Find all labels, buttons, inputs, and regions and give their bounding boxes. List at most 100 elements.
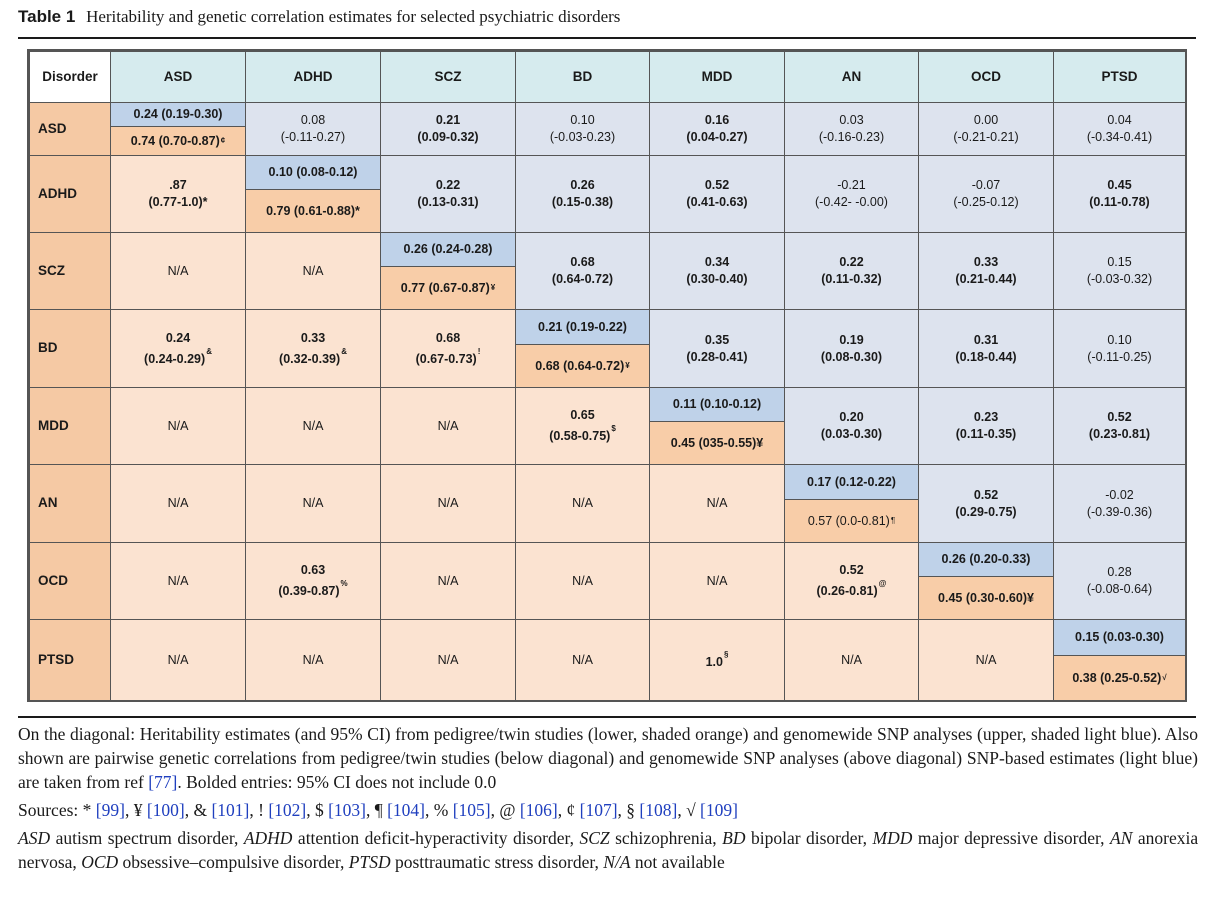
ci-line: (-0.08-0.64) (1087, 581, 1152, 598)
ci-value: (-0.21-0.21) (953, 130, 1019, 144)
estimate-value: N/A (706, 496, 728, 511)
ref-link[interactable]: [108] (639, 800, 678, 820)
estimate-value: N/A (302, 263, 324, 278)
twin-correlation-cell: N/A (918, 619, 1054, 700)
twin-correlation-cell: N/A (245, 232, 381, 310)
estimate-line: N/A (438, 573, 459, 590)
estimate-line: N/A (303, 263, 324, 280)
ref-link[interactable]: [106] (519, 800, 558, 820)
abbreviation-definition: bipolar disorder, (750, 828, 868, 848)
ref-link[interactable]: [109] (700, 800, 738, 820)
snp-correlation-cell: 0.22 (0.13-0.31) (380, 155, 516, 233)
abbreviation: OCD (81, 852, 119, 872)
abbreviation: PTSD (348, 852, 391, 872)
estimate-value: 0.26 (570, 178, 595, 193)
estimate-line: -0.21 (837, 177, 866, 194)
twin-value: 0.68 (0.64-0.72) (535, 358, 625, 373)
ref-link[interactable]: [99] (95, 800, 125, 820)
ref-link[interactable]: [101] (211, 800, 250, 820)
estimate-line: 0.00 (974, 112, 998, 129)
ref-link[interactable]: [104] (387, 800, 425, 820)
estimate-line: N/A (841, 652, 862, 669)
twin-correlation-cell: N/A (245, 464, 381, 543)
footnote-mark: ! (477, 346, 481, 356)
row-header-an: AN (29, 464, 111, 543)
ci-value: (-0.03-0.32) (1086, 272, 1153, 286)
estimate-value: 0.19 (839, 332, 864, 347)
ref-link[interactable]: [77] (148, 772, 178, 792)
twin-heritability: 0.57 (0.0-0.81) ¶ (785, 499, 918, 542)
estimate-value: 0.52 (973, 487, 999, 502)
snp-correlation-cell: -0.21 (-0.42- -0.00) (784, 155, 919, 233)
source-symbol: @ (499, 800, 516, 820)
ci-value: (0.11-0.35) (955, 427, 1017, 441)
ci-value: (0.21-0.44) (955, 272, 1017, 286)
footnote-sup: & (341, 347, 347, 356)
source-symbol: % (433, 800, 449, 820)
estimate-line: 0.15 (1107, 254, 1131, 271)
ref-link[interactable]: [107] (579, 800, 618, 820)
estimate-value: 0.35 (704, 332, 730, 347)
heritability-cell: 0.15 (0.03-0.30) 0.38 (0.25-0.52) √ (1053, 619, 1185, 700)
estimate-value: N/A (572, 652, 593, 667)
snp-correlation-cell: 0.04 (-0.34-0.41) (1053, 102, 1185, 156)
table-label: Table 1 (18, 7, 76, 26)
estimate-line: 0.22 (839, 254, 863, 271)
ref-link[interactable]: [103] (328, 800, 367, 820)
twin-correlation-cell: 0.24 (0.24-0.29)& (110, 309, 246, 388)
abbreviation-definition: major depressive disorder, (917, 828, 1105, 848)
ci-line: (0.13-0.31) (417, 194, 478, 211)
ci-value: (0.24-0.29) (144, 351, 206, 366)
source-symbol: ¶ (374, 800, 383, 820)
estimate-value: 0.00 (973, 113, 999, 128)
ci-line: (0.04-0.27) (686, 129, 747, 146)
twin-correlation-cell: 0.63 (0.39-0.87)% (245, 542, 381, 620)
estimate-line: 0.33 (974, 254, 998, 271)
ci-line: (0.23-0.81) (1089, 426, 1150, 443)
estimate-line: 0.23 (974, 409, 998, 426)
estimate-value: -0.02 (1105, 487, 1134, 502)
twin-value: 0.45 (0.30-0.60)¥ (938, 590, 1034, 605)
estimate-value: N/A (437, 418, 459, 433)
ci-value: (0.08-0.30) (820, 349, 883, 364)
ci-line: (0.18-0.44) (955, 349, 1016, 366)
footnote-mark: $ (611, 424, 616, 433)
estimate-line: N/A (572, 652, 593, 669)
source-symbol: $ (314, 800, 324, 820)
twin-correlation-cell: N/A (245, 387, 381, 465)
estimate-line: 0.63 (301, 562, 325, 579)
ci-value: (0.32-0.39) (279, 351, 341, 366)
estimate-line: N/A (303, 652, 324, 669)
snp-heritability: 0.11 (0.10-0.12) (650, 388, 784, 423)
footnote-sup: $ (611, 424, 615, 433)
twin-correlation-cell: N/A (515, 542, 650, 620)
snp-correlation-cell: 0.52 (0.23-0.81) (1053, 387, 1185, 465)
estimate-line: 0.65 (570, 407, 594, 424)
ci-value: (0.67-0.73) (415, 351, 477, 366)
twin-value: 0.79 (0.61-0.88)* (266, 203, 360, 218)
column-header-ptsd: PTSD (1053, 51, 1185, 103)
snp-correlation-cell: 0.26 (0.15-0.38) (515, 155, 650, 233)
ref-link[interactable]: [105] (452, 800, 491, 820)
ci-line: (0.64-0.72) (552, 271, 613, 288)
footnote-sup: √ (1162, 673, 1166, 684)
estimate-line: 0.10 (1107, 332, 1131, 349)
estimate-line: N/A (438, 495, 459, 512)
ci-line: (0.21-0.44) (955, 271, 1016, 288)
source-symbol: ! (258, 800, 264, 820)
ci-line: (0.15-0.38) (552, 194, 613, 211)
ci-value: (0.18-0.44) (955, 349, 1017, 364)
ci-value: (0.11-0.78) (1089, 195, 1150, 209)
snp-correlation-cell: 0.35 (0.28-0.41) (649, 309, 785, 388)
estimate-value: 0.28 (1107, 565, 1132, 580)
bottom-rule (18, 716, 1196, 718)
estimate-value: 0.33 (300, 330, 326, 345)
estimate-value: 0.22 (435, 178, 461, 193)
ci-line: (-0.21-0.21) (953, 129, 1018, 146)
ref-link[interactable]: [102] (268, 800, 307, 820)
snp-correlation-cell: -0.02 (-0.39-0.36) (1053, 464, 1185, 543)
snp-correlation-cell: 0.52 (0.29-0.75) (918, 464, 1054, 543)
snp-correlation-cell: 0.33 (0.21-0.44) (918, 232, 1054, 310)
ref-link[interactable]: [100] (146, 800, 185, 820)
footnote-sup: ¥ (491, 283, 495, 294)
